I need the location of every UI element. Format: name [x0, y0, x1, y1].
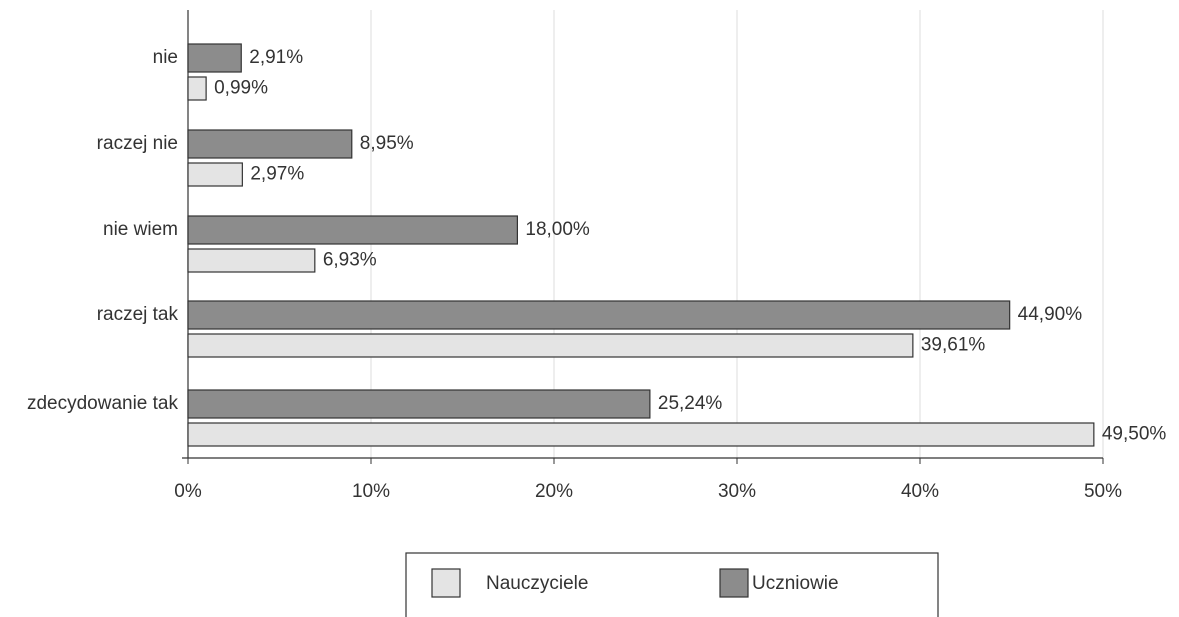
y-tick-label: raczej nie [97, 133, 178, 154]
legend-swatch [719, 568, 749, 598]
bar [187, 389, 651, 419]
x-tick-label: 10% [352, 481, 390, 502]
y-tick-label: raczej tak [97, 304, 179, 325]
x-tick-label: 20% [535, 481, 573, 502]
bar [187, 300, 1011, 330]
value-label: 8,95% [360, 133, 414, 154]
x-tick-label: 50% [1084, 481, 1122, 502]
x-tick-label: 40% [901, 481, 939, 502]
x-tick-label: 0% [174, 481, 202, 502]
value-label: 6,93% [323, 250, 377, 271]
y-tick-label: nie wiem [103, 219, 178, 240]
x-tick-label: 30% [718, 481, 756, 502]
bar [187, 422, 1095, 447]
legend-box [405, 552, 939, 617]
bar [187, 162, 243, 187]
bar [187, 129, 353, 159]
value-label: 25,24% [658, 393, 723, 414]
value-label: 49,50% [1102, 424, 1167, 445]
value-label: 2,91% [249, 47, 303, 68]
y-tick-label: nie [153, 47, 178, 68]
legend-label: Nauczyciele [486, 573, 588, 594]
bar [187, 76, 207, 101]
legend-swatch [431, 568, 461, 598]
value-label: 18,00% [525, 219, 590, 240]
value-label: 2,97% [250, 164, 304, 185]
bar [187, 215, 518, 245]
bar [187, 43, 242, 73]
legend-label: Uczniowie [752, 573, 839, 594]
value-label: 0,99% [214, 78, 268, 99]
y-tick-label: zdecydowanie tak [27, 393, 179, 414]
bar [187, 248, 316, 273]
value-label: 39,61% [921, 335, 986, 356]
value-label: 44,90% [1018, 304, 1083, 325]
bar [187, 333, 914, 358]
